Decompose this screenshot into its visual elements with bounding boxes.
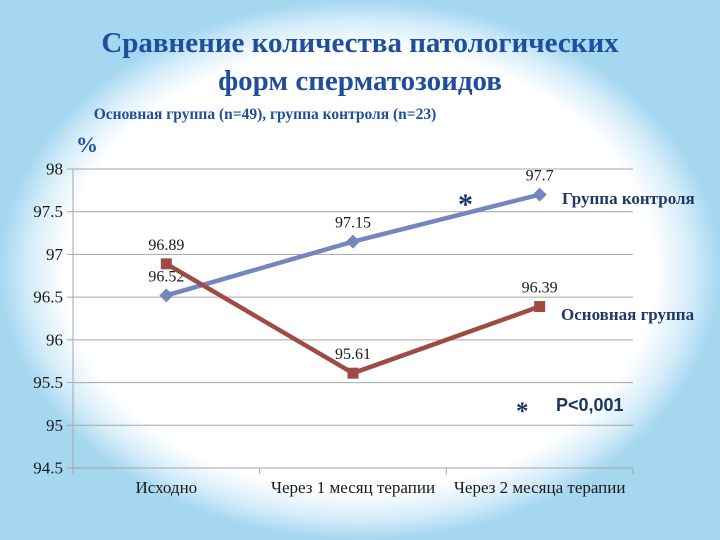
data-point-marker — [160, 258, 172, 270]
legend-main-group: Основная группа — [561, 305, 695, 324]
data-point-label: 96.52 — [148, 268, 184, 285]
y-tick-label: 96 — [46, 330, 63, 349]
y-tick-label: 97.5 — [33, 202, 63, 221]
significance-asterisk-on-line: * — [458, 188, 473, 221]
y-tick-label: 94.5 — [33, 459, 63, 478]
data-point-marker — [346, 234, 360, 249]
data-point-label: 96.39 — [522, 280, 558, 297]
data-point-label: 97.7 — [526, 168, 554, 185]
slide-subtitle: Основная группа (n=49), группа контроля … — [93, 106, 437, 123]
data-point-marker — [534, 301, 546, 313]
significance-note-text: Р<0,001 — [556, 395, 624, 415]
data-point-label: 97.15 — [335, 215, 371, 232]
y-tick-label: 98 — [46, 160, 63, 179]
y-tick-label: 95 — [46, 416, 63, 435]
data-point-label: 96.89 — [148, 237, 184, 254]
data-point-marker — [347, 367, 359, 379]
percent-axis-label: % — [76, 132, 98, 157]
slide-title-line1: Сравнение количества патологических — [101, 27, 619, 59]
data-point-marker — [532, 187, 547, 202]
data-point-marker — [159, 288, 174, 303]
y-tick-label: 95.5 — [33, 373, 63, 392]
data-point-label: 95.61 — [335, 346, 371, 363]
y-tick-label: 96.5 — [33, 288, 63, 307]
legend-control-group: Группа контроля — [562, 189, 695, 208]
x-category-label: Через 2 месяца терапии — [454, 478, 626, 497]
x-category-label: Через 1 месяц терапии — [271, 478, 435, 497]
y-tick-label: 97 — [46, 245, 64, 264]
slide-title: Сравнение количества патологических форм… — [10, 24, 710, 101]
significance-note-asterisk: * — [516, 398, 529, 425]
x-category-label: Исходно — [135, 478, 197, 497]
slide-title-line2: форм сперматозоидов — [218, 65, 502, 98]
